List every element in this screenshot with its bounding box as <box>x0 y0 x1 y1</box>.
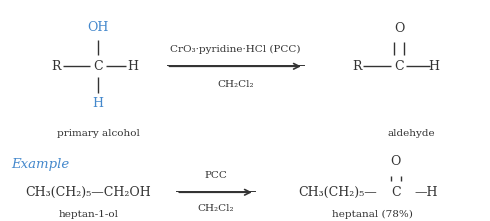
Text: —H: —H <box>415 186 438 199</box>
Text: CH₂Cl₂: CH₂Cl₂ <box>197 204 234 213</box>
Text: C: C <box>93 60 103 73</box>
Text: CrO₃·pyridine·HCl (PCC): CrO₃·pyridine·HCl (PCC) <box>170 45 300 54</box>
Text: Example: Example <box>11 158 69 171</box>
Text: H: H <box>429 60 440 73</box>
Text: CH₃(CH₂)₅—: CH₃(CH₂)₅— <box>299 186 377 199</box>
Text: O: O <box>394 22 405 35</box>
Text: C: C <box>394 60 404 73</box>
Text: O: O <box>391 155 401 168</box>
Text: heptan-1-ol: heptan-1-ol <box>58 210 118 219</box>
Text: R: R <box>51 60 61 73</box>
Text: C: C <box>391 186 401 199</box>
Text: primary alcohol: primary alcohol <box>56 129 140 138</box>
Text: heptanal (78%): heptanal (78%) <box>332 210 413 219</box>
Text: CH₃(CH₂)₅—CH₂OH: CH₃(CH₂)₅—CH₂OH <box>25 186 151 199</box>
Text: aldehyde: aldehyde <box>388 129 436 138</box>
Text: H: H <box>127 60 138 73</box>
Text: R: R <box>352 60 362 73</box>
Text: CH₂Cl₂: CH₂Cl₂ <box>217 80 253 89</box>
Text: OH: OH <box>87 21 109 34</box>
Text: PCC: PCC <box>204 171 227 180</box>
Text: H: H <box>93 97 103 110</box>
